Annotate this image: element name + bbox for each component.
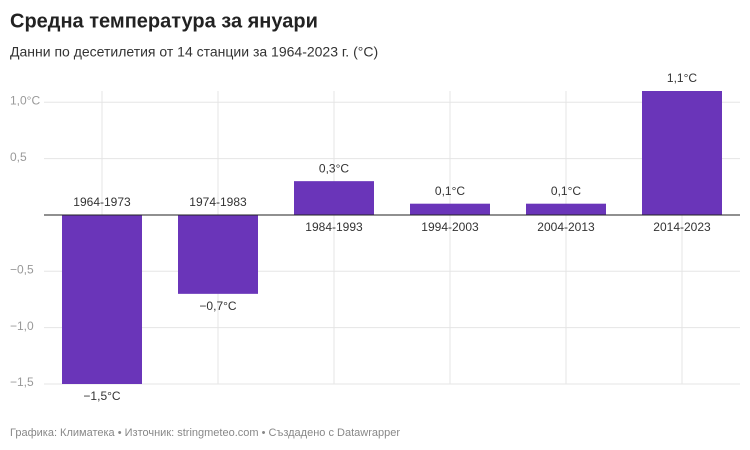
bar (178, 214, 258, 294)
bar (642, 91, 722, 215)
y-tick-label: −1,5 (10, 375, 34, 389)
bar (526, 203, 606, 215)
y-tick-label: 1,0°C (10, 93, 40, 107)
x-tick-label: 2004-2013 (537, 220, 595, 234)
value-label: 0,1°C (435, 184, 465, 198)
x-tick-label: 1984-1993 (305, 220, 363, 234)
y-tick-label: −0,5 (10, 262, 34, 276)
x-tick-label: 1964-1973 (73, 195, 131, 209)
footer: Графика: Климатека • Източник: stringmet… (10, 427, 400, 439)
bar (62, 214, 142, 384)
value-label: 0,3°C (319, 161, 349, 175)
x-tick-label: 2014-2023 (653, 220, 711, 234)
bar (410, 203, 490, 215)
y-tick-label: −1,0 (10, 319, 34, 333)
x-tick-label: 1974-1983 (189, 195, 247, 209)
value-label: −1,5°C (83, 389, 120, 403)
value-label: −0,7°C (199, 299, 236, 313)
y-tick-label: 0,5 (10, 150, 27, 164)
x-tick-label: 1994-2003 (421, 220, 479, 234)
value-label: 0,1°C (551, 184, 581, 198)
bar (294, 181, 374, 215)
chart-title: Средна температура за януари (10, 10, 318, 32)
chart-subtitle: Данни по десетилетия от 14 станции за 19… (10, 44, 378, 60)
value-label: 1,1°C (667, 71, 697, 85)
